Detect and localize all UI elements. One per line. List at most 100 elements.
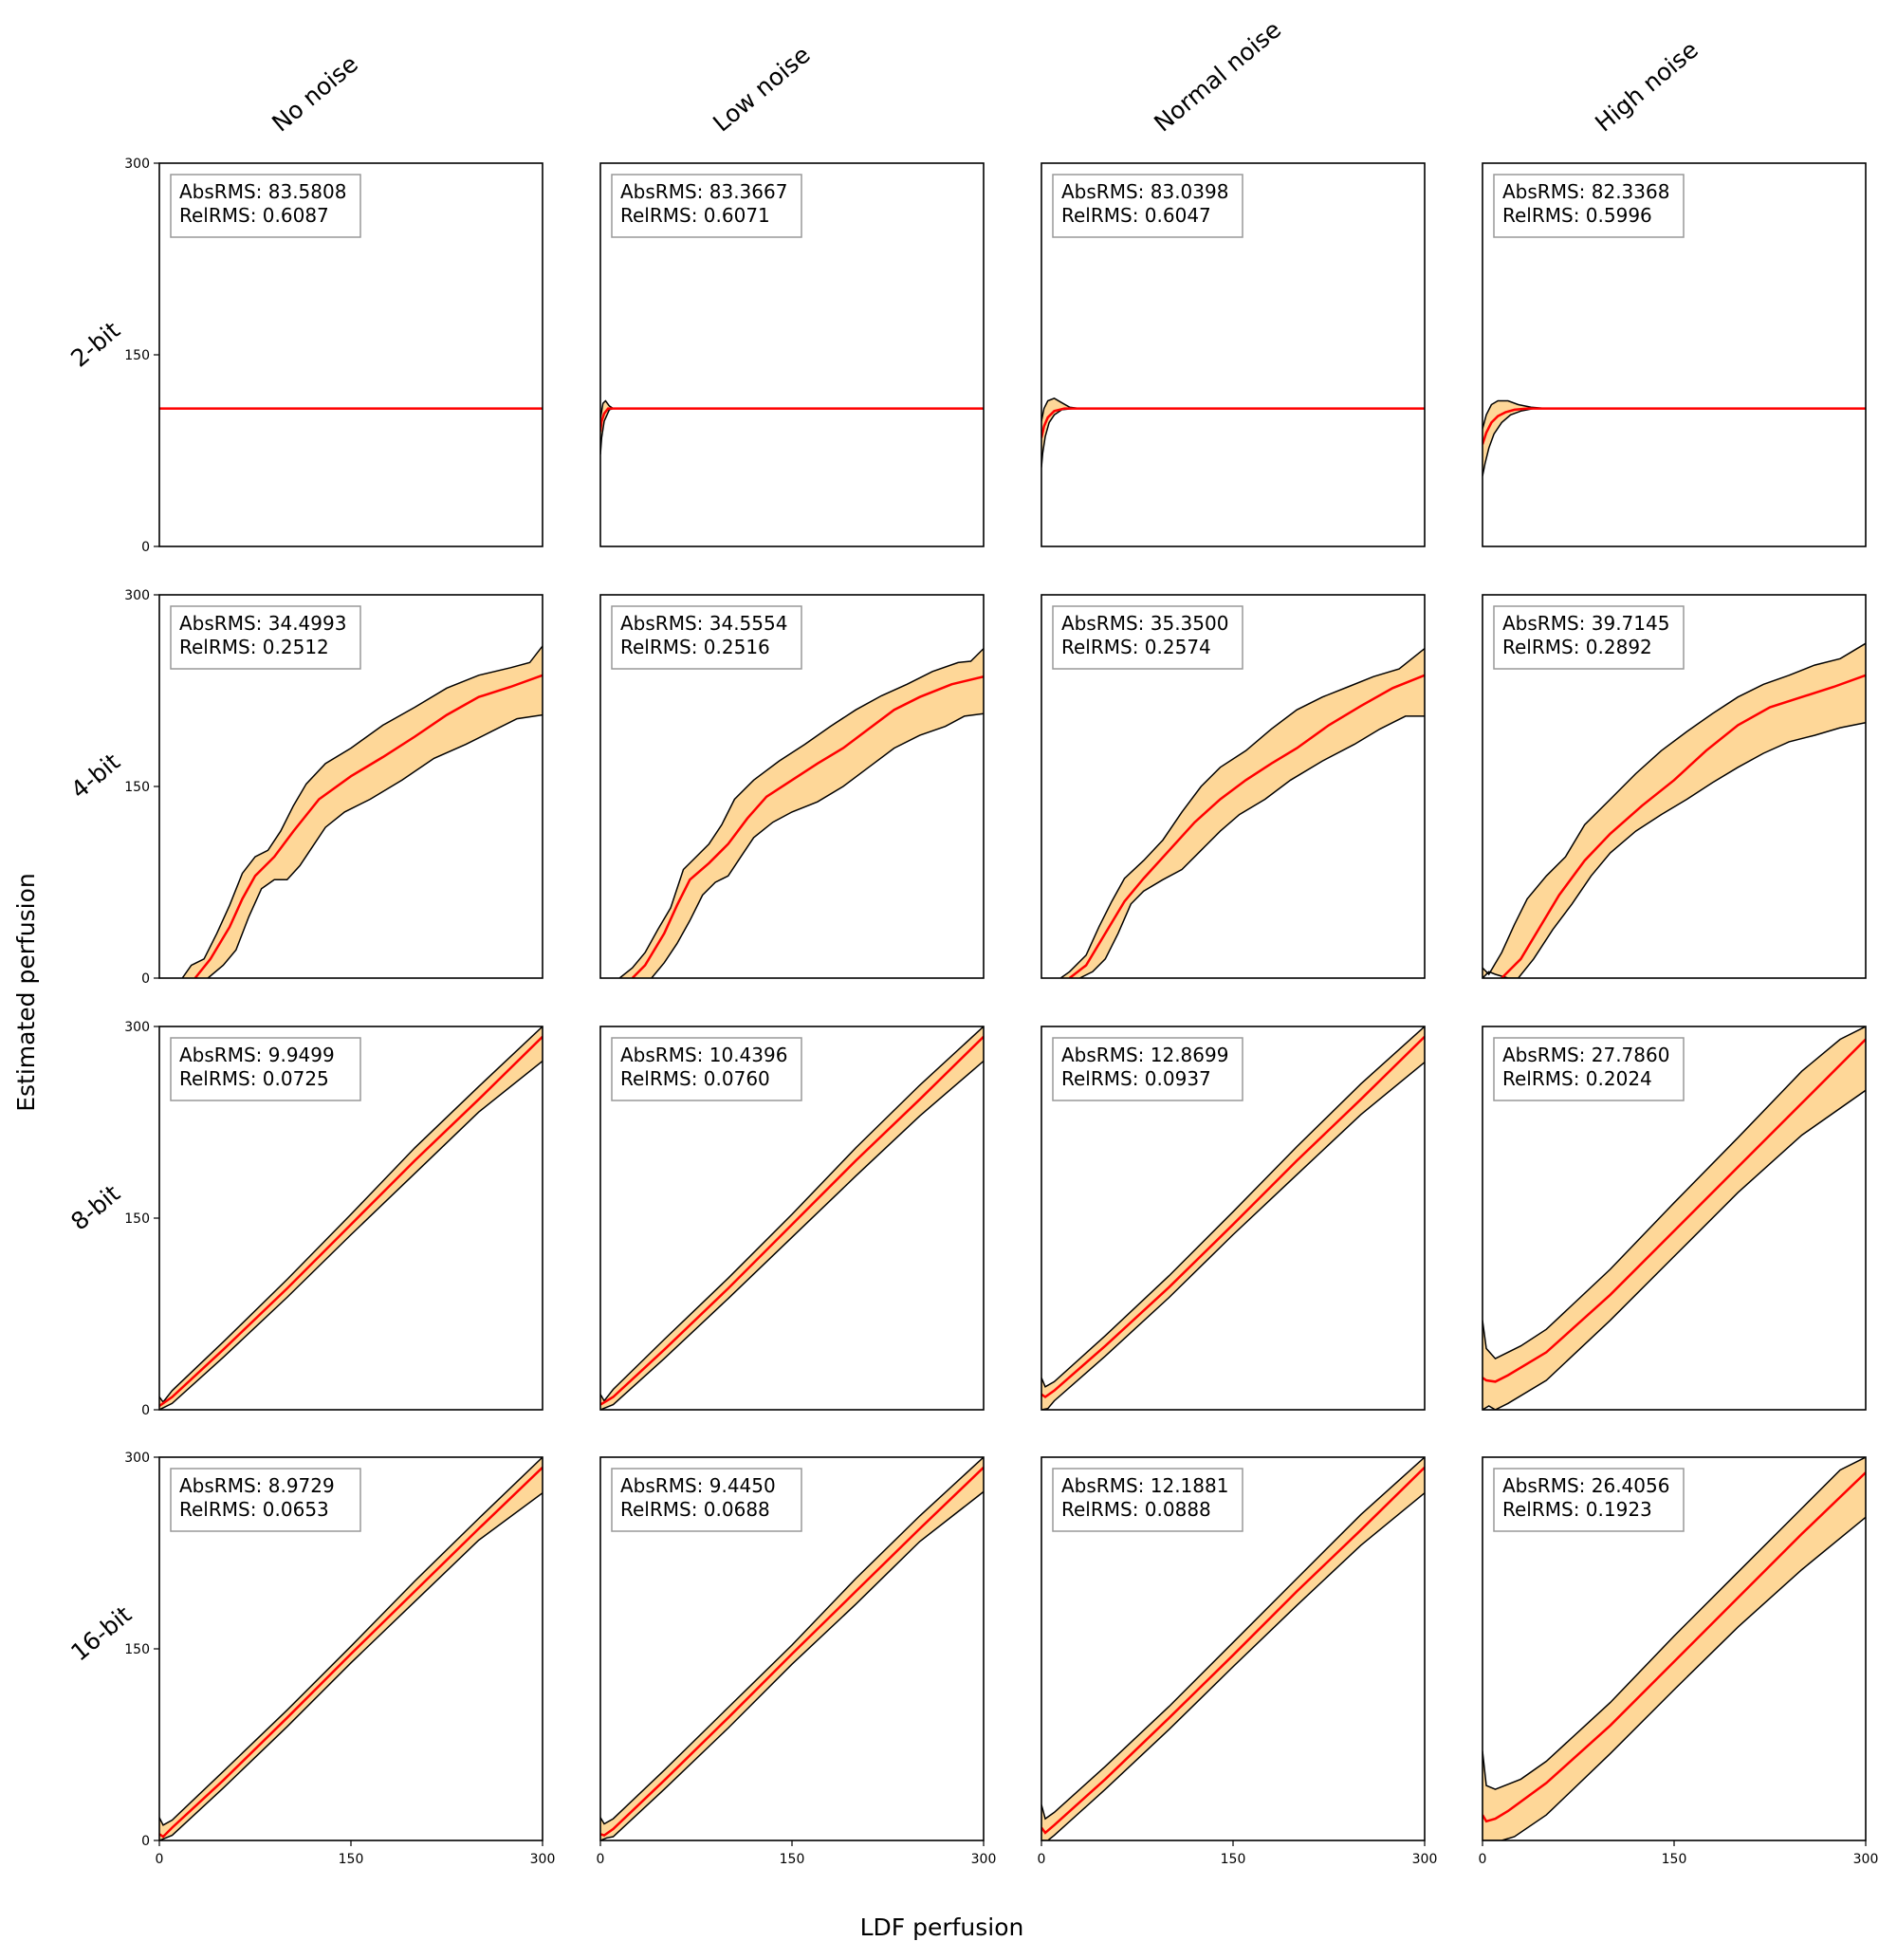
axes-frame bbox=[1482, 1026, 1867, 1411]
x-tick-label: 0 bbox=[597, 1852, 605, 1867]
absrms-label: AbsRMS: 83.3667 bbox=[620, 180, 787, 203]
upper-bound-line bbox=[1059, 648, 1425, 978]
confidence-band bbox=[1483, 400, 1866, 476]
absrms-label: AbsRMS: 26.4056 bbox=[1502, 1474, 1669, 1497]
axes-frame bbox=[599, 1026, 985, 1411]
y-tick-label: 150 bbox=[124, 780, 150, 795]
absrms-label: AbsRMS: 83.0398 bbox=[1061, 180, 1228, 203]
axes-frame bbox=[599, 594, 985, 979]
metrics-box bbox=[1493, 605, 1685, 670]
upper-bound-line bbox=[600, 1457, 984, 1825]
absrms-label: AbsRMS: 34.5554 bbox=[620, 612, 787, 635]
y-tick-label: 150 bbox=[124, 348, 150, 363]
lower-bound-line bbox=[600, 407, 984, 455]
absrms-label: AbsRMS: 12.1881 bbox=[1061, 1474, 1228, 1497]
metrics-box bbox=[170, 605, 361, 670]
relrms-label: RelRMS: 0.0653 bbox=[179, 1498, 329, 1521]
mean-line bbox=[1041, 1035, 1425, 1399]
absrms-label: AbsRMS: 82.3368 bbox=[1502, 180, 1669, 203]
lower-bound-line bbox=[1483, 1089, 1866, 1410]
absrms-label: AbsRMS: 12.8699 bbox=[1061, 1044, 1228, 1066]
axes-frame bbox=[1482, 594, 1867, 979]
confidence-band bbox=[1483, 1026, 1866, 1410]
y-axis-label: Estimated perfusion bbox=[12, 873, 40, 1112]
lower-bound-line bbox=[600, 1060, 984, 1410]
mean-line bbox=[1501, 674, 1866, 978]
axes-frame bbox=[1041, 162, 1426, 547]
upper-bound-line bbox=[1483, 1026, 1866, 1360]
mean-line bbox=[1068, 674, 1425, 978]
y-tick-label: 150 bbox=[124, 1642, 150, 1657]
row-label: 4-bit bbox=[65, 748, 125, 804]
confidence-band bbox=[600, 1457, 984, 1840]
lower-bound-line bbox=[651, 712, 984, 978]
mean-line bbox=[1041, 1466, 1425, 1835]
mean-line bbox=[631, 675, 984, 978]
absrms-label: AbsRMS: 9.9499 bbox=[179, 1044, 335, 1066]
relrms-label: RelRMS: 0.2892 bbox=[1502, 636, 1652, 658]
confidence-band bbox=[182, 645, 543, 978]
lower-bound-line bbox=[1483, 1516, 1866, 1840]
lower-bound-line bbox=[1041, 1492, 1425, 1840]
metrics-box bbox=[611, 605, 802, 670]
relrms-label: RelRMS: 0.2512 bbox=[179, 636, 329, 658]
y-tick-label: 150 bbox=[124, 1211, 150, 1227]
mean-line bbox=[600, 407, 984, 432]
axes-frame bbox=[1041, 594, 1426, 979]
upper-bound-line bbox=[1483, 399, 1866, 430]
confidence-band bbox=[600, 1026, 984, 1410]
relrms-label: RelRMS: 0.2024 bbox=[1502, 1067, 1652, 1090]
lower-bound-line bbox=[1041, 1062, 1425, 1410]
lower-bound-line bbox=[1079, 715, 1425, 978]
confidence-band bbox=[1041, 1457, 1425, 1840]
x-axis-label: LDF perfusion bbox=[860, 1914, 1024, 1941]
row-label: 8-bit bbox=[65, 1179, 125, 1235]
relrms-label: RelRMS: 0.1923 bbox=[1502, 1498, 1652, 1521]
absrms-label: AbsRMS: 34.4993 bbox=[179, 612, 346, 635]
x-tick-label: 300 bbox=[1853, 1852, 1879, 1867]
mean-line bbox=[159, 1035, 543, 1408]
x-tick-label: 0 bbox=[1479, 1852, 1487, 1867]
relrms-label: RelRMS: 0.2574 bbox=[1061, 636, 1211, 658]
metrics-box bbox=[170, 1037, 361, 1101]
lower-bound-line bbox=[159, 1060, 543, 1410]
metrics-box bbox=[611, 174, 802, 238]
relrms-label: RelRMS: 0.0760 bbox=[620, 1067, 770, 1090]
upper-bound-line bbox=[1041, 1457, 1425, 1821]
relrms-label: RelRMS: 0.6087 bbox=[179, 204, 329, 227]
mean-line bbox=[1483, 407, 1866, 445]
metrics-box bbox=[611, 1468, 802, 1532]
upper-bound-line bbox=[1483, 642, 1866, 976]
relrms-label: RelRMS: 0.6047 bbox=[1061, 204, 1211, 227]
absrms-label: AbsRMS: 8.9729 bbox=[179, 1474, 335, 1497]
confidence-band bbox=[1483, 1457, 1866, 1840]
mean-line bbox=[600, 1035, 984, 1406]
confidence-band bbox=[159, 1026, 543, 1410]
absrms-label: AbsRMS: 35.3500 bbox=[1061, 612, 1228, 635]
mean-line bbox=[193, 674, 543, 978]
y-tick-label: 300 bbox=[124, 1451, 150, 1466]
lower-bound-line bbox=[1041, 407, 1425, 468]
metrics-box bbox=[170, 174, 361, 238]
upper-bound-line bbox=[1483, 1457, 1866, 1790]
lower-bound-line bbox=[1483, 721, 1866, 978]
metrics-box bbox=[170, 1468, 361, 1532]
x-tick-label: 0 bbox=[1038, 1852, 1046, 1867]
confidence-band bbox=[619, 648, 984, 978]
mean-line bbox=[1041, 407, 1425, 438]
x-tick-label: 150 bbox=[339, 1852, 364, 1867]
lower-bound-line bbox=[159, 1492, 543, 1840]
